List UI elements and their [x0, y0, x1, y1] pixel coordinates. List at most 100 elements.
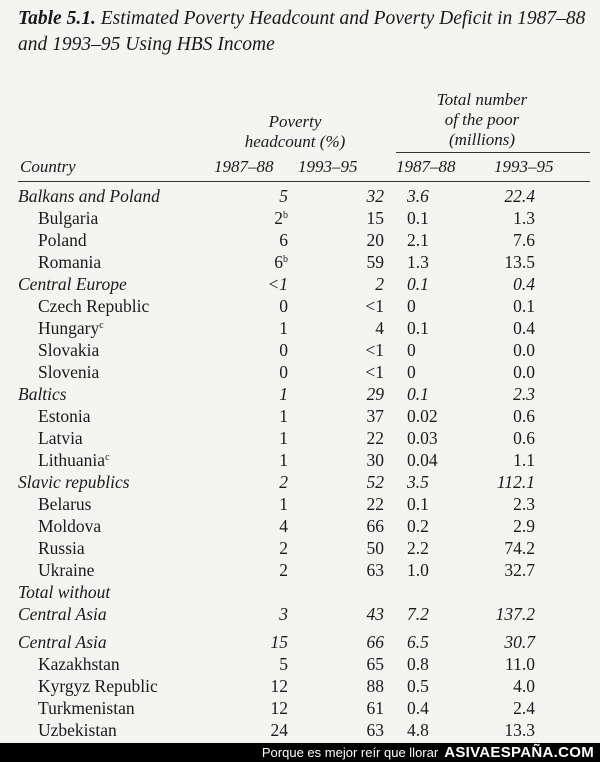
table-row: Slovakia 0 <1 0 0.0	[18, 339, 535, 361]
headcount-1993-cell: 37	[366, 406, 385, 426]
headcount-1993-cell: 50	[366, 538, 385, 558]
headcount-1987-cell: 6b	[233, 251, 298, 273]
headcount-1987-cell: 12	[233, 697, 298, 719]
total-1993-cell: 0.0	[513, 340, 535, 360]
country-cell: Central Asia	[18, 603, 233, 625]
headcount-1987-cell: 2b	[233, 207, 298, 229]
headcount-1993-cell: 52	[366, 472, 385, 492]
country-name: Latvia	[38, 428, 83, 448]
header-rule	[18, 181, 590, 182]
table-row: Belarus 1 22 0.1 2.3	[18, 493, 535, 515]
headcount-1987-cell: 2	[233, 559, 298, 581]
headcount-1993-cell: 65	[366, 654, 385, 674]
country-name: Baltics	[18, 384, 67, 404]
country-name: Slovenia	[38, 362, 100, 382]
value: 24	[270, 720, 289, 740]
headcount-1993-cell: 59	[366, 252, 385, 272]
total-1993-cell: 0.1	[513, 296, 535, 316]
total-1993-cell: 30.7	[504, 632, 535, 652]
table-row: Central Europe <1 2 0.1 0.4	[18, 273, 535, 295]
country-cell: Baltics	[18, 383, 233, 405]
country-cell: Bulgaria	[18, 207, 233, 229]
headcount-1987-cell	[233, 581, 298, 603]
header-country: Country	[20, 157, 76, 176]
table-row: Kyrgyz Republic 12 88 0.5 4.0	[18, 675, 535, 697]
headcount-1987-cell: 1	[233, 317, 298, 339]
value: 5	[279, 186, 288, 206]
total-1993-cell: 2.9	[513, 516, 535, 536]
country-cell: Slovenia	[18, 361, 233, 383]
country-name: Lithuania	[38, 450, 106, 470]
country-name: Kyrgyz Republic	[38, 676, 158, 696]
table-row: Turkmenistan 12 61 0.4 2.4	[18, 697, 535, 719]
headcount-1993-cell: 20	[366, 230, 385, 250]
header-total-line2: of the poor	[444, 110, 520, 129]
headcount-1987-cell: <1	[233, 273, 298, 295]
total-1987-cell: 2.2	[407, 538, 429, 558]
total-1987-cell: 0.04	[407, 450, 438, 470]
table-row: Latvia 1 22 0.03 0.6	[18, 427, 535, 449]
header-headcount: Poverty headcount (%)	[220, 112, 370, 152]
total-1987-cell: 0.1	[407, 318, 429, 338]
total-1987-cell: 0.2	[407, 516, 429, 536]
headcount-1987-cell: 1	[233, 427, 298, 449]
total-1987-cell: 0.1	[407, 208, 429, 228]
country-cell: Central Asia	[18, 631, 233, 653]
total-1987-cell: 4.8	[407, 720, 429, 740]
header-headcount-line2: headcount (%)	[244, 132, 346, 151]
headcount-1993-cell: <1	[365, 362, 384, 382]
headcount-1987-cell: 2	[233, 537, 298, 559]
value: 0	[279, 340, 288, 360]
table-row: Russia 2 50 2.2 74.2	[18, 537, 535, 559]
value: 15	[270, 632, 289, 652]
country-cell: Moldova	[18, 515, 233, 537]
footnote-mark: c	[105, 452, 110, 463]
country-cell: Hungaryc	[18, 317, 233, 339]
headcount-1987-cell: 1	[233, 405, 298, 427]
total-1987-cell: 1.0	[407, 560, 429, 580]
table-row: Kazakhstan 5 65 0.8 11.0	[18, 653, 535, 675]
headcount-1993-cell: 32	[366, 186, 385, 206]
headcount-1987-cell: 5	[233, 185, 298, 207]
footer-slogan: Porque es mejor reír que llorar	[261, 745, 439, 760]
value: 3	[279, 604, 288, 624]
country-cell: Estonia	[18, 405, 233, 427]
headcount-1993-cell: 61	[366, 698, 385, 718]
country-cell: Kyrgyz Republic	[18, 675, 233, 697]
country-name: Estonia	[38, 406, 91, 426]
total-1987-cell: 2.1	[407, 230, 429, 250]
value: 1	[279, 494, 288, 514]
table-row: Ukraine 2 63 1.0 32.7	[18, 559, 535, 581]
country-name: Bulgaria	[38, 208, 99, 228]
table-row: Poland 6 20 2.1 7.6	[18, 229, 535, 251]
value: 0	[279, 296, 288, 316]
country-name: Romania	[38, 252, 102, 272]
headcount-1987-cell: 5	[233, 653, 298, 675]
headcount-1993-cell: 66	[366, 516, 385, 536]
total-1993-cell: 32.7	[504, 560, 535, 580]
total-1987-cell: 0.03	[407, 428, 438, 448]
table-row: Balkans and Poland 5 32 3.6 22.4	[18, 185, 535, 207]
country-name: Russia	[38, 538, 85, 558]
country-name: Czech Republic	[38, 296, 150, 316]
footer-bar: Porque es mejor reír que llorar ASIVAESPA…	[0, 743, 600, 762]
table-row: Slavic republics 2 52 3.5 112.1	[18, 471, 535, 493]
headcount-1987-cell: 12	[233, 675, 298, 697]
headcount-1993-cell: 30	[366, 450, 385, 470]
total-1987-cell: 3.6	[407, 186, 429, 206]
value: 1	[279, 450, 288, 470]
header-total-line1: Total number	[436, 90, 528, 109]
country-cell: Balkans and Poland	[18, 185, 233, 207]
headcount-1987-cell: 24	[233, 719, 298, 741]
table-row: Total without	[18, 581, 535, 603]
value: 12	[270, 698, 289, 718]
value: 2	[279, 560, 288, 580]
country-cell: Slovakia	[18, 339, 233, 361]
total-1993-cell: 4.0	[513, 676, 535, 696]
headcount-1993-cell: 63	[366, 720, 385, 740]
total-1987-cell: 0	[407, 340, 416, 360]
headcount-1987-cell: 0	[233, 361, 298, 383]
total-1987-cell: 0.02	[407, 406, 438, 426]
table-row: Moldova 4 66 0.2 2.9	[18, 515, 535, 537]
table-label: Table 5.1.	[18, 8, 96, 29]
